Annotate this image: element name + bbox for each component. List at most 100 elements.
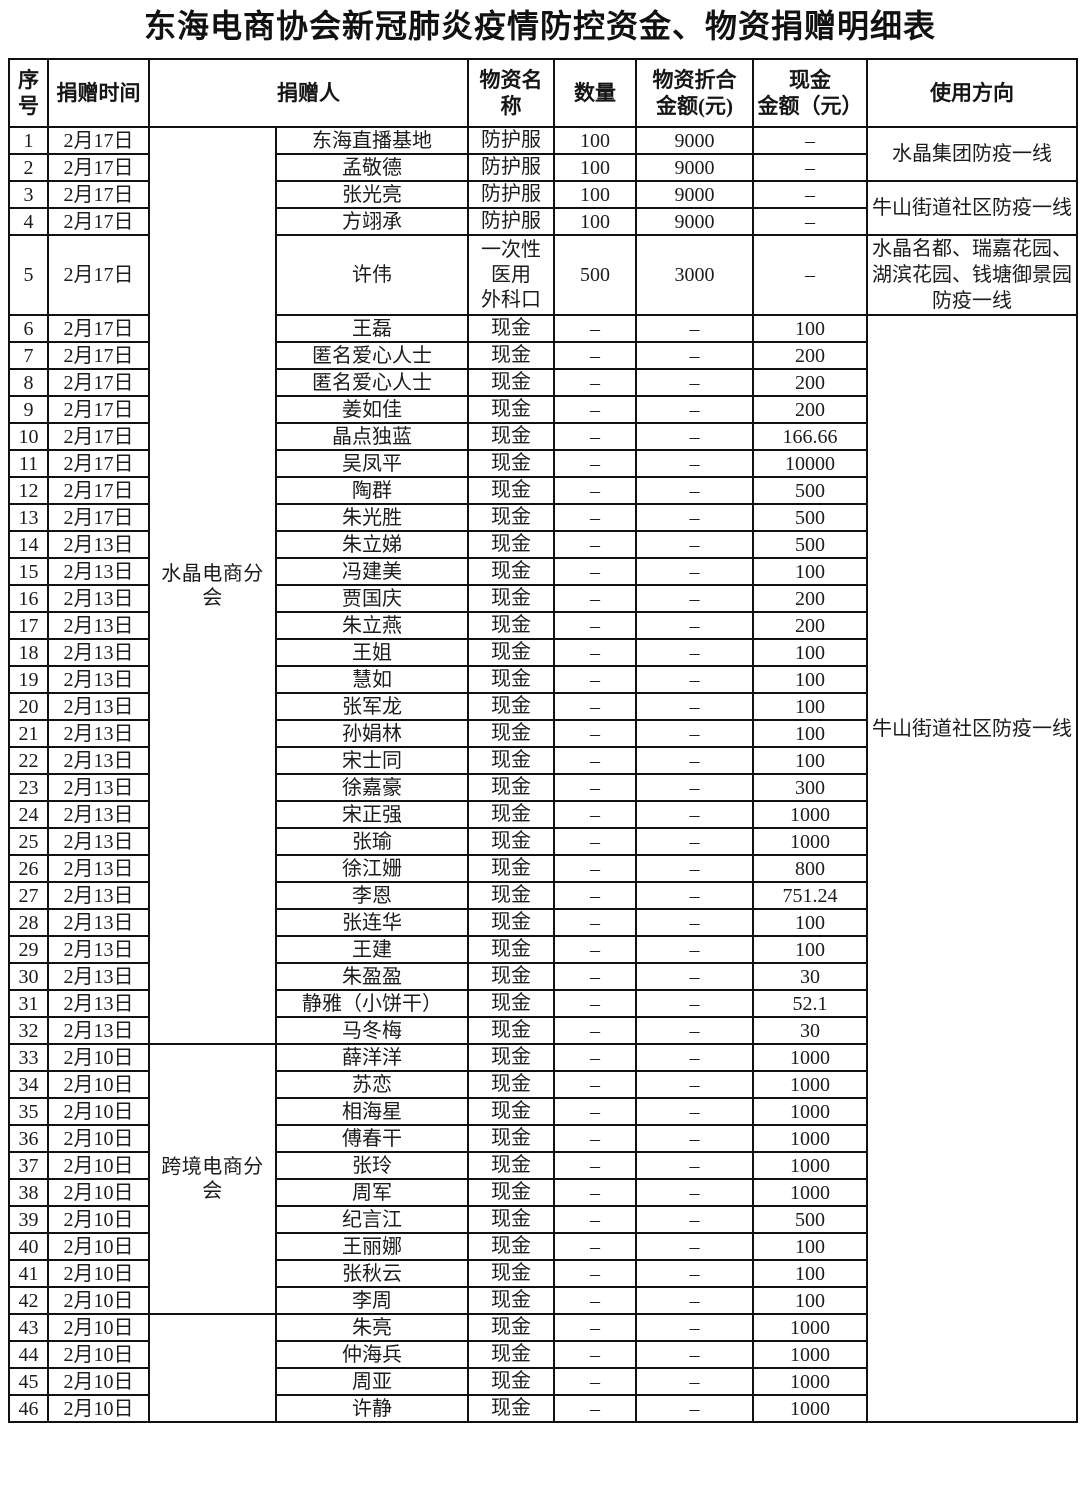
cell-item: 现金 (467, 827, 555, 856)
cell-date: 2月10日 (47, 1124, 150, 1153)
cell-qty: – (553, 773, 637, 802)
cell-no: 17 (8, 611, 49, 640)
cell-date: 2月10日 (47, 1340, 150, 1369)
cell-cash-amount: 100 (752, 935, 868, 964)
cell-donor-name: 周军 (275, 1178, 469, 1207)
table-row: 2 2月17日 孟敬德 防护服 100 9000– (8, 153, 1077, 182)
cell-no: 35 (8, 1097, 49, 1126)
cell-date: 2月17日 (47, 180, 150, 209)
cell-qty: – (553, 368, 637, 397)
cell-qty: – (553, 1205, 637, 1234)
cell-date: 2月13日 (47, 692, 150, 721)
cell-no: 33 (8, 1043, 49, 1072)
table-row: 44 2月10日 仲海兵 现金 – –1000 (8, 1340, 1077, 1369)
cell-item: 现金 (467, 1286, 555, 1315)
cell-item: 现金 (467, 989, 555, 1018)
cell-date: 2月10日 (47, 1286, 150, 1315)
cell-usage: 水晶集团防疫一线 (866, 126, 1078, 182)
cell-donor-name: 张连华 (275, 908, 469, 937)
cell-donor-name: 东海直播基地 (275, 126, 469, 155)
cell-qty: – (553, 557, 637, 586)
cell-donor-name: 张光亮 (275, 180, 469, 209)
cell-cash-amount: 1000 (752, 1340, 868, 1369)
cell-item: 现金 (467, 314, 555, 343)
cell-qty: – (553, 530, 637, 559)
table-row: 23 2月13日 徐嘉豪 现金 – –300 (8, 773, 1077, 802)
table-row: 45 2月10日 周亚 现金 – –1000 (8, 1367, 1077, 1396)
cell-item: 现金 (467, 1313, 555, 1342)
cell-cash-amount: 1000 (752, 1151, 868, 1180)
cell-donor-name: 纪言江 (275, 1205, 469, 1234)
cell-date: 2月13日 (47, 611, 150, 640)
table-row: 46 2月10日 许静 现金 – –1000 (8, 1394, 1077, 1423)
cell-donor-name: 张军龙 (275, 692, 469, 721)
cell-donor-name: 相海星 (275, 1097, 469, 1126)
cell-cash-amount: 200 (752, 368, 868, 397)
cell-date: 2月10日 (47, 1313, 150, 1342)
cell-no: 25 (8, 827, 49, 856)
table-row: 29 2月13日 王建 现金 – –100 (8, 935, 1077, 964)
cell-cash-amount: 100 (752, 1232, 868, 1261)
table-row: 24 2月13日 宋正强 现金 – –1000 (8, 800, 1077, 829)
cell-cash-amount: 1000 (752, 827, 868, 856)
cell-no: 13 (8, 503, 49, 532)
cell-item: 现金 (467, 1070, 555, 1099)
cell-material-amount: – (635, 1070, 754, 1099)
cell-no: 4 (8, 207, 49, 236)
cell-date: 2月10日 (47, 1178, 150, 1207)
cell-no: 3 (8, 180, 49, 209)
cell-date: 2月13日 (47, 908, 150, 937)
cell-no: 37 (8, 1151, 49, 1180)
cell-qty: – (553, 665, 637, 694)
cell-material-amount: – (635, 665, 754, 694)
cell-no: 45 (8, 1367, 49, 1396)
cell-item: 现金 (467, 773, 555, 802)
cell-donor-name: 王建 (275, 935, 469, 964)
cell-qty: – (553, 638, 637, 667)
table-row: 3 2月17日 张光亮 防护服 100 9000– 牛山街道社区防疫一线 (8, 180, 1078, 236)
cell-cash-amount: 1000 (752, 1367, 868, 1396)
cell-date: 2月13日 (47, 530, 150, 559)
cell-material-amount: – (635, 368, 754, 397)
cell-date: 2月13日 (47, 584, 150, 613)
cell-donor-name: 匿名爱心人士 (275, 341, 469, 370)
cell-qty: 100 (553, 153, 637, 182)
cell-qty: – (553, 503, 637, 532)
cell-qty: – (553, 746, 637, 775)
cell-cash-amount: 500 (752, 530, 868, 559)
cell-donor-name: 贾国庆 (275, 584, 469, 613)
cell-donor-name: 宋士同 (275, 746, 469, 775)
header-date: 捐赠时间 (47, 58, 150, 128)
cell-qty: – (553, 1124, 637, 1153)
cell-qty: – (553, 854, 637, 883)
cell-item: 现金 (467, 1259, 555, 1288)
table-row: 5 2月17日 许伟 一次性 医用 外科口 500 3000– 水晶名都、瑞嘉花园、湖滨花园… (8, 234, 1078, 316)
cell-cash-amount: 500 (752, 476, 868, 505)
cell-donor-group: 跨境电商分会 (148, 1043, 277, 1315)
cell-cash-amount: 500 (752, 1205, 868, 1234)
cell-date: 2月13日 (47, 746, 150, 775)
cell-material-amount: – (635, 341, 754, 370)
table-row: 6 2月17日 王磊 现金 – –100 牛山街道社区防疫一线 (8, 314, 1078, 1423)
cell-donor-name: 匿名爱心人士 (275, 368, 469, 397)
cell-material-amount: – (635, 962, 754, 991)
cell-qty: – (553, 422, 637, 451)
cell-item: 现金 (467, 962, 555, 991)
cell-date: 2月10日 (47, 1394, 150, 1423)
table-row: 30 2月13日 朱盈盈 现金 – –30 (8, 962, 1077, 991)
table-row: 20 2月13日 张军龙 现金 – –100 (8, 692, 1077, 721)
cell-material-amount: – (635, 773, 754, 802)
cell-cash-amount: – (752, 234, 868, 316)
cell-donor-name: 仲海兵 (275, 1340, 469, 1369)
cell-donor-group (148, 1313, 277, 1423)
cell-no: 44 (8, 1340, 49, 1369)
table-row: 36 2月10日 傅春干 现金 – –1000 (8, 1124, 1077, 1153)
header-cash-amount: 现金 金额（元） (752, 58, 868, 128)
cell-item: 现金 (467, 854, 555, 883)
cell-date: 2月17日 (47, 153, 150, 182)
cell-date: 2月10日 (47, 1070, 150, 1099)
cell-item: 现金 (467, 1016, 555, 1045)
cell-cash-amount: 100 (752, 746, 868, 775)
cell-qty: – (553, 341, 637, 370)
cell-item: 现金 (467, 476, 555, 505)
